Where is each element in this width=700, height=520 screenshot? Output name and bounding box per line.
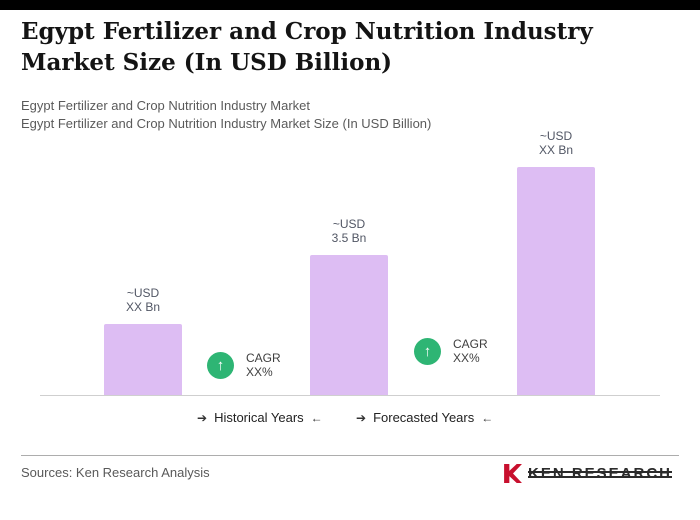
period-label: ➔ Forecasted Years ←: [356, 410, 493, 425]
cagr-label: CAGR XX%: [246, 351, 281, 379]
source-text: Sources: Ken Research Analysis: [21, 465, 210, 480]
bar-group: ~USD XX Bn: [517, 129, 595, 396]
cagr-badge: ↑ CAGR XX%: [414, 337, 488, 365]
bar: [310, 255, 388, 396]
left-arrow-icon: ←: [481, 410, 494, 425]
ken-research-logo-icon: [504, 464, 522, 483]
left-arrow-icon: ←: [310, 410, 323, 425]
right-arrow-icon: ➔: [356, 410, 367, 425]
bar-value-label: ~USD XX Bn: [538, 129, 574, 157]
bar: [517, 167, 595, 396]
chart-subtitle-line1: Egypt Fertilizer and Crop Nutrition Indu…: [21, 98, 310, 113]
bar-value-label: ~USD 3.5 Bn: [331, 217, 367, 245]
chart-subtitle-line2: Egypt Fertilizer and Crop Nutrition Indu…: [21, 116, 432, 131]
period-label: ➔ Historical Years ←: [197, 410, 323, 425]
footer-divider: [21, 455, 679, 456]
bar-value-label: ~USD XX Bn: [125, 286, 161, 314]
bar-group: ~USD XX Bn: [104, 286, 182, 396]
bar: [104, 324, 182, 396]
bar-group: ~USD 3.5 Bn: [310, 217, 388, 396]
top-accent-bar: [0, 0, 700, 10]
cagr-label: CAGR XX%: [453, 337, 488, 365]
period-label-text: Historical Years: [214, 410, 304, 425]
cagr-badge: ↑ CAGR XX%: [207, 351, 281, 379]
period-label-text: Forecasted Years: [373, 410, 475, 425]
page-title: Egypt Fertilizer and Crop Nutrition Indu…: [21, 18, 593, 76]
right-arrow-icon: ➔: [197, 410, 208, 425]
up-arrow-icon: ↑: [207, 351, 234, 379]
up-arrow-icon: ↑: [414, 337, 441, 365]
ken-research-logo: KEN RESEARCH: [502, 463, 673, 484]
ken-research-logo-text: KEN RESEARCH: [527, 465, 673, 482]
x-axis-line: [40, 395, 660, 396]
